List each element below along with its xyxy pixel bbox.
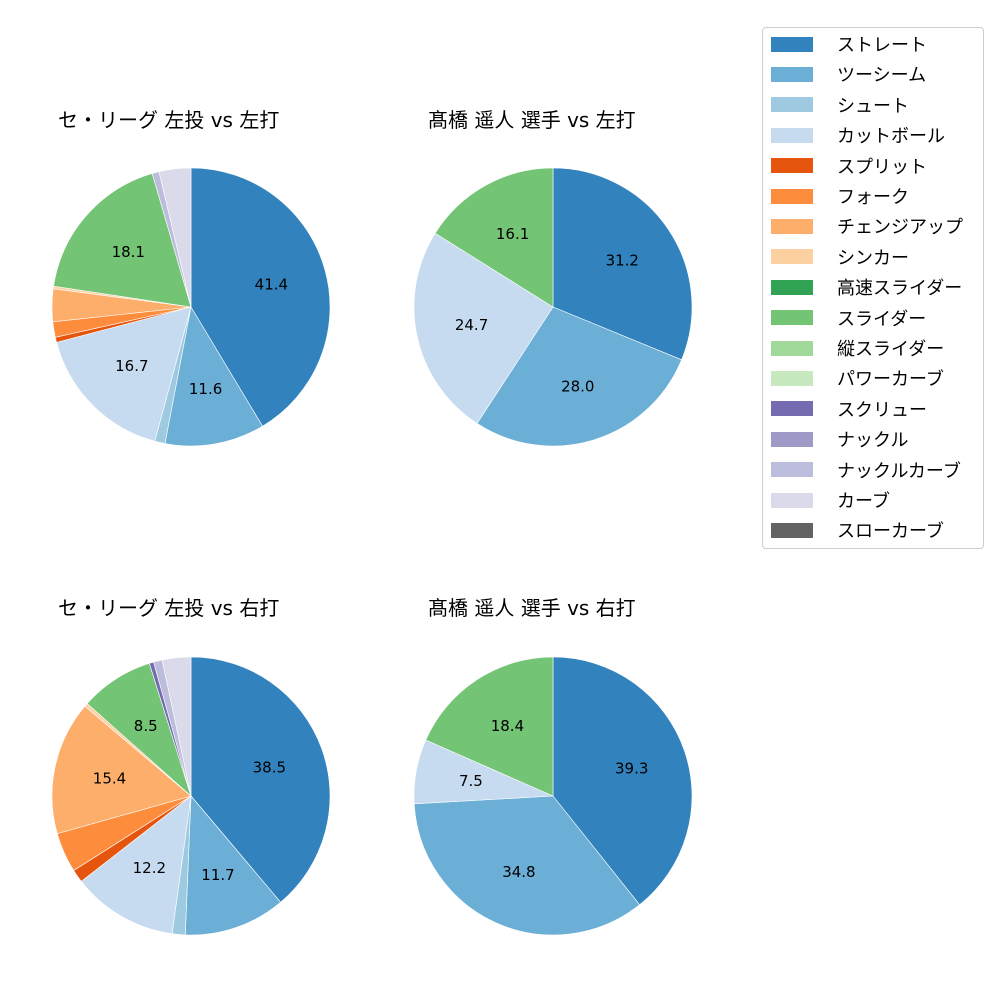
legend-item: ナックル bbox=[771, 428, 909, 452]
pie-league-vs-left: 41.4 11.6 16.7 18.1 bbox=[51, 167, 331, 447]
legend-swatch bbox=[771, 279, 813, 295]
legend-item: ツーシーム bbox=[771, 63, 927, 87]
legend-item: スクリュー bbox=[771, 398, 927, 421]
pie-slice bbox=[56, 306, 192, 442]
chart-title-league-vs-right: セ・リーグ 左投 vs 右打 bbox=[58, 596, 280, 620]
pie-slice bbox=[552, 656, 693, 906]
legend-label: ナックル bbox=[837, 430, 909, 452]
pie-slice bbox=[190, 656, 331, 903]
legend-item: フォーク bbox=[771, 185, 909, 208]
pie-slice bbox=[53, 173, 192, 308]
slice-label: 28.0 bbox=[561, 378, 594, 396]
pie-slice bbox=[413, 795, 640, 936]
legend-label: スローカーブ bbox=[837, 521, 944, 543]
pie-league-vs-right: 38.5 11.7 12.2 15.4 8.5 bbox=[51, 656, 331, 936]
legend-swatch bbox=[771, 36, 813, 52]
legend-swatch bbox=[771, 492, 813, 508]
legend-item: パワーカーブ bbox=[771, 367, 944, 391]
legend-label: ストレート bbox=[837, 35, 927, 56]
legend-swatch bbox=[771, 310, 813, 326]
legend-label: スプリット bbox=[837, 156, 927, 178]
pie-player-vs-right: 39.3 34.8 7.5 18.4 bbox=[413, 656, 693, 936]
pie-slice bbox=[413, 232, 554, 424]
pie-slice bbox=[476, 306, 682, 447]
legend-swatch bbox=[771, 370, 813, 386]
legend-label: スクリュー bbox=[837, 399, 927, 421]
legend-item: スプリット bbox=[771, 155, 927, 178]
legend-swatch bbox=[771, 401, 813, 417]
legend-label: ナックルカーブ bbox=[837, 460, 961, 482]
slice-label: 18.4 bbox=[491, 717, 524, 735]
pie-slice bbox=[434, 167, 554, 308]
slice-label: 34.8 bbox=[502, 863, 535, 881]
pie-player-vs-left: 31.2 28.0 24.7 16.1 bbox=[413, 167, 693, 447]
legend-label: 縦スライダー bbox=[837, 339, 945, 360]
pie-slice bbox=[158, 167, 192, 308]
legend-item: カーブ bbox=[771, 489, 890, 512]
legend-item: スローカーブ bbox=[771, 519, 944, 543]
legend-item: チェンジアップ bbox=[771, 215, 963, 239]
pie-slice bbox=[190, 167, 331, 427]
slice-label: 24.7 bbox=[455, 316, 488, 334]
pie-slice bbox=[51, 705, 192, 835]
legend-swatch bbox=[771, 66, 813, 82]
legend-swatch bbox=[771, 249, 813, 265]
slice-label: 31.2 bbox=[606, 252, 639, 270]
chart-title-player-vs-left: 髙橋 遥人 選手 vs 左打 bbox=[428, 108, 636, 132]
legend-item: 縦スライダー bbox=[771, 337, 945, 360]
legend-item: 高速スライダー bbox=[771, 276, 963, 300]
legend-swatch bbox=[771, 127, 813, 143]
legend-label: シンカー bbox=[837, 247, 909, 269]
legend-label: パワーカーブ bbox=[837, 369, 944, 391]
legend-swatch bbox=[771, 218, 813, 234]
legend-swatch bbox=[771, 431, 813, 447]
pie-slice bbox=[80, 795, 192, 935]
pie-slice bbox=[161, 656, 192, 797]
legend-item: シンカー bbox=[771, 246, 909, 269]
slice-label: 16.7 bbox=[115, 357, 148, 375]
legend-swatch bbox=[771, 97, 813, 113]
pie-slice bbox=[425, 656, 554, 797]
pie-slice bbox=[184, 795, 282, 936]
legend-swatch bbox=[771, 462, 813, 478]
legend-item: ナックルカーブ bbox=[771, 459, 961, 482]
legend-label: カットボール bbox=[837, 126, 945, 148]
slice-label: 41.4 bbox=[255, 276, 288, 294]
slice-label: 15.4 bbox=[93, 769, 126, 787]
legend-swatch bbox=[771, 340, 813, 356]
slice-label: 7.5 bbox=[459, 772, 483, 790]
legend-label: チェンジアップ bbox=[837, 217, 963, 239]
slice-label: 16.1 bbox=[496, 225, 529, 243]
chart-title-player-vs-right: 髙橋 遥人 選手 vs 右打 bbox=[428, 596, 636, 620]
legend: ストレートツーシームシュートカットボール スプリットフォークチェンジアップ シンカー… bbox=[762, 27, 984, 549]
legend-label: スライダー bbox=[837, 308, 927, 330]
legend-swatch bbox=[771, 158, 813, 174]
legend-swatch bbox=[771, 522, 813, 538]
slice-label: 11.7 bbox=[201, 866, 234, 884]
slice-label: 39.3 bbox=[615, 759, 648, 777]
slice-label: 12.2 bbox=[133, 859, 166, 877]
legend-item: カットボール bbox=[771, 124, 945, 148]
legend-label: フォーク bbox=[837, 187, 909, 208]
legend-label: シュート bbox=[837, 95, 909, 117]
legend-swatch bbox=[771, 188, 813, 204]
legend-label: ツーシーム bbox=[837, 65, 927, 87]
pie-slice bbox=[552, 167, 693, 361]
legend-label: カーブ bbox=[837, 491, 890, 512]
slice-label: 18.1 bbox=[112, 243, 145, 261]
legend-item: ストレート bbox=[771, 33, 927, 56]
legend-item: スライダー bbox=[771, 307, 927, 330]
legend-label: 高速スライダー bbox=[837, 278, 963, 300]
chart-title-league-vs-left: セ・リーグ 左投 vs 左打 bbox=[58, 108, 280, 132]
pie-slice bbox=[164, 306, 263, 447]
legend-item: シュート bbox=[771, 94, 909, 117]
slice-label: 11.6 bbox=[189, 380, 222, 398]
slice-label: 8.5 bbox=[134, 717, 158, 735]
slice-label: 38.5 bbox=[253, 758, 286, 776]
